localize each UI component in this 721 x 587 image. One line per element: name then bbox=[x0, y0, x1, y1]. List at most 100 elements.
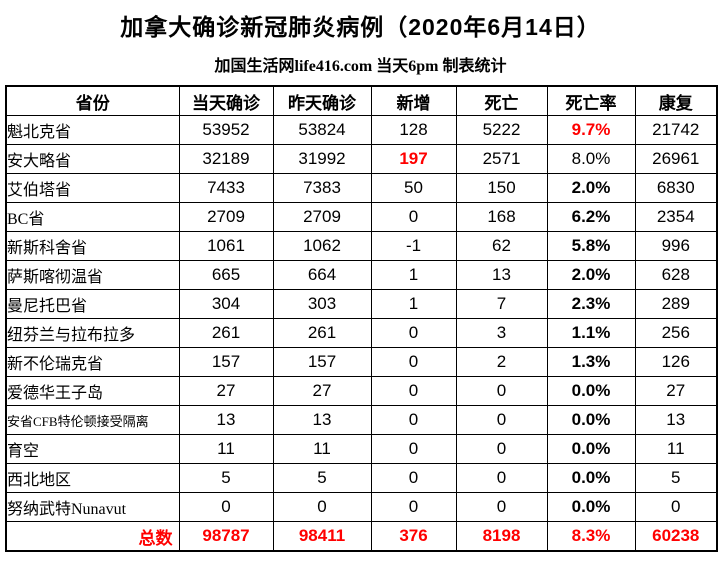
death-rate-cell: 9.7% bbox=[546, 115, 636, 145]
death-rate-cell: 8.0% bbox=[546, 144, 636, 174]
table-row: 安大略省 32189 31992 197 2571 8.0% 26961 bbox=[5, 144, 718, 174]
table-row: 新斯科舍省 1061 1062 -1 62 5.8% 996 bbox=[5, 231, 718, 261]
recovered-cell: 996 bbox=[634, 231, 718, 261]
recovered-cell: 11 bbox=[634, 434, 718, 464]
new-cases-cell: 0 bbox=[370, 434, 457, 464]
new-cases-cell: 0 bbox=[370, 347, 457, 377]
recovered-cell: 2354 bbox=[634, 202, 718, 232]
table-header-row: 省份 当天确诊 昨天确诊 新增 死亡 死亡率 康复 bbox=[5, 85, 718, 116]
province-cell: 西北地区 bbox=[5, 463, 180, 493]
total-deaths-cell: 8198 bbox=[455, 521, 548, 552]
recovered-cell: 13 bbox=[634, 405, 718, 435]
yesterday-cell: 261 bbox=[272, 318, 372, 348]
recovered-cell: 6830 bbox=[634, 173, 718, 203]
table-row: 新不伦瑞克省 157 157 0 2 1.3% 126 bbox=[5, 347, 718, 377]
table-row: 努纳武特Nunavut 0 0 0 0 0.0% 0 bbox=[5, 492, 718, 522]
province-cell: 育空 bbox=[5, 434, 180, 464]
death-rate-cell: 0.0% bbox=[546, 376, 636, 406]
today-cell: 1061 bbox=[178, 231, 274, 261]
death-rate-cell: 2.3% bbox=[546, 289, 636, 319]
new-cases-cell: 50 bbox=[370, 173, 457, 203]
new-cases-cell: 0 bbox=[370, 405, 457, 435]
death-rate-cell: 2.0% bbox=[546, 260, 636, 290]
new-cases-cell: 128 bbox=[370, 115, 457, 145]
province-cell: 安省CFB特伦顿接受隔离 bbox=[5, 405, 180, 435]
province-cell: 魁北克省 bbox=[5, 115, 180, 145]
province-cell: BC省 bbox=[5, 202, 180, 232]
recovered-cell: 289 bbox=[634, 289, 718, 319]
today-cell: 7433 bbox=[178, 173, 274, 203]
deaths-cell: 0 bbox=[455, 492, 548, 522]
recovered-cell: 628 bbox=[634, 260, 718, 290]
deaths-cell: 62 bbox=[455, 231, 548, 261]
table-row: 魁北克省 53952 53824 128 5222 9.7% 21742 bbox=[5, 115, 718, 145]
total-recovered-cell: 60238 bbox=[634, 521, 718, 552]
deaths-cell: 150 bbox=[455, 173, 548, 203]
yesterday-cell: 2709 bbox=[272, 202, 372, 232]
recovered-cell: 27 bbox=[634, 376, 718, 406]
total-death-rate-cell: 8.3% bbox=[546, 521, 636, 552]
new-cases-cell: 0 bbox=[370, 318, 457, 348]
yesterday-cell: 303 bbox=[272, 289, 372, 319]
death-rate-cell: 0.0% bbox=[546, 405, 636, 435]
deaths-cell: 7 bbox=[455, 289, 548, 319]
province-cell: 新不伦瑞克省 bbox=[5, 347, 180, 377]
province-cell: 萨斯喀彻温省 bbox=[5, 260, 180, 290]
column-header-deaths: 死亡 bbox=[455, 85, 548, 116]
death-rate-cell: 5.8% bbox=[546, 231, 636, 261]
deaths-cell: 0 bbox=[455, 376, 548, 406]
deaths-cell: 0 bbox=[455, 434, 548, 464]
table-row: 艾伯塔省 7433 7383 50 150 2.0% 6830 bbox=[5, 173, 718, 203]
today-cell: 32189 bbox=[178, 144, 274, 174]
recovered-cell: 126 bbox=[634, 347, 718, 377]
recovered-cell: 21742 bbox=[634, 115, 718, 145]
column-header-yesterday-confirmed: 昨天确诊 bbox=[272, 85, 372, 116]
yesterday-cell: 11 bbox=[272, 434, 372, 464]
table-row: 育空 11 11 0 0 0.0% 11 bbox=[5, 434, 718, 464]
today-cell: 261 bbox=[178, 318, 274, 348]
total-row: 总数 98787 98411 376 8198 8.3% 60238 bbox=[5, 521, 718, 552]
new-cases-cell: 0 bbox=[370, 463, 457, 493]
province-cell: 安大略省 bbox=[5, 144, 180, 174]
new-cases-cell: 1 bbox=[370, 289, 457, 319]
deaths-cell: 168 bbox=[455, 202, 548, 232]
deaths-cell: 0 bbox=[455, 405, 548, 435]
today-cell: 13 bbox=[178, 405, 274, 435]
covid-stats-table: 省份 当天确诊 昨天确诊 新增 死亡 死亡率 康复 魁北克省 53952 53824 128 522… bbox=[5, 85, 718, 552]
deaths-cell: 0 bbox=[455, 463, 548, 493]
province-cell: 爱德华王子岛 bbox=[5, 376, 180, 406]
death-rate-cell: 0.0% bbox=[546, 434, 636, 464]
page-title: 加拿大确诊新冠肺炎病例（2020年6月14日） bbox=[120, 14, 601, 40]
yesterday-cell: 157 bbox=[272, 347, 372, 377]
death-rate-cell: 1.1% bbox=[546, 318, 636, 348]
yesterday-cell: 0 bbox=[272, 492, 372, 522]
today-cell: 665 bbox=[178, 260, 274, 290]
death-rate-cell: 2.0% bbox=[546, 173, 636, 203]
deaths-cell: 2571 bbox=[455, 144, 548, 174]
column-header-province: 省份 bbox=[5, 85, 180, 116]
recovered-cell: 0 bbox=[634, 492, 718, 522]
province-cell: 努纳武特Nunavut bbox=[5, 492, 180, 522]
province-cell: 新斯科舍省 bbox=[5, 231, 180, 261]
recovered-cell: 26961 bbox=[634, 144, 718, 174]
header-row: 省份 当天确诊 昨天确诊 新增 死亡 死亡率 康复 bbox=[5, 85, 718, 116]
yesterday-cell: 53824 bbox=[272, 115, 372, 145]
recovered-cell: 5 bbox=[634, 463, 718, 493]
new-cases-cell: 197 bbox=[370, 144, 457, 174]
table-row: 爱德华王子岛 27 27 0 0 0.0% 27 bbox=[5, 376, 718, 406]
new-cases-cell: 1 bbox=[370, 260, 457, 290]
yesterday-cell: 7383 bbox=[272, 173, 372, 203]
province-cell: 纽芬兰与拉布拉多 bbox=[5, 318, 180, 348]
total-new-cell: 376 bbox=[370, 521, 457, 552]
table-row: 曼尼托巴省 304 303 1 7 2.3% 289 bbox=[5, 289, 718, 319]
death-rate-cell: 0.0% bbox=[546, 492, 636, 522]
table-row: 萨斯喀彻温省 665 664 1 13 2.0% 628 bbox=[5, 260, 718, 290]
table-total-row: 总数 98787 98411 376 8198 8.3% 60238 bbox=[5, 521, 718, 552]
yesterday-cell: 27 bbox=[272, 376, 372, 406]
deaths-cell: 13 bbox=[455, 260, 548, 290]
table-body: 魁北克省 53952 53824 128 5222 9.7% 21742 安大略省 32189 3… bbox=[5, 115, 718, 522]
recovered-cell: 256 bbox=[634, 318, 718, 348]
table-row: 西北地区 5 5 0 0 0.0% 5 bbox=[5, 463, 718, 493]
new-cases-cell: 0 bbox=[370, 376, 457, 406]
yesterday-cell: 5 bbox=[272, 463, 372, 493]
